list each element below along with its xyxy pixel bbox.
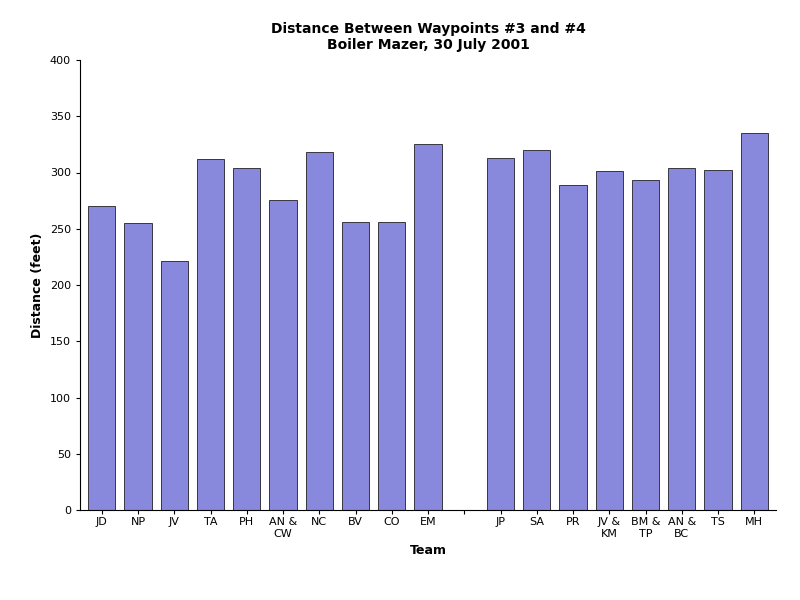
X-axis label: Team: Team [410, 544, 446, 557]
Bar [378, 222, 406, 510]
Bar [523, 150, 550, 510]
Bar [414, 145, 442, 510]
Bar [306, 152, 333, 510]
Bar [741, 133, 768, 510]
Bar [487, 158, 514, 510]
Bar [197, 159, 224, 510]
Title: Distance Between Waypoints #3 and #4
Boiler Mazer, 30 July 2001: Distance Between Waypoints #3 and #4 Boi… [270, 22, 586, 52]
Bar [161, 262, 188, 510]
Bar [559, 185, 586, 510]
Bar [125, 223, 151, 510]
Bar [342, 222, 369, 510]
Bar [233, 168, 260, 510]
Bar [270, 199, 297, 510]
Bar [705, 170, 731, 510]
Bar [632, 181, 659, 510]
Bar [88, 206, 115, 510]
Bar [596, 172, 623, 510]
Bar [668, 168, 695, 510]
Y-axis label: Distance (feet): Distance (feet) [31, 232, 44, 338]
